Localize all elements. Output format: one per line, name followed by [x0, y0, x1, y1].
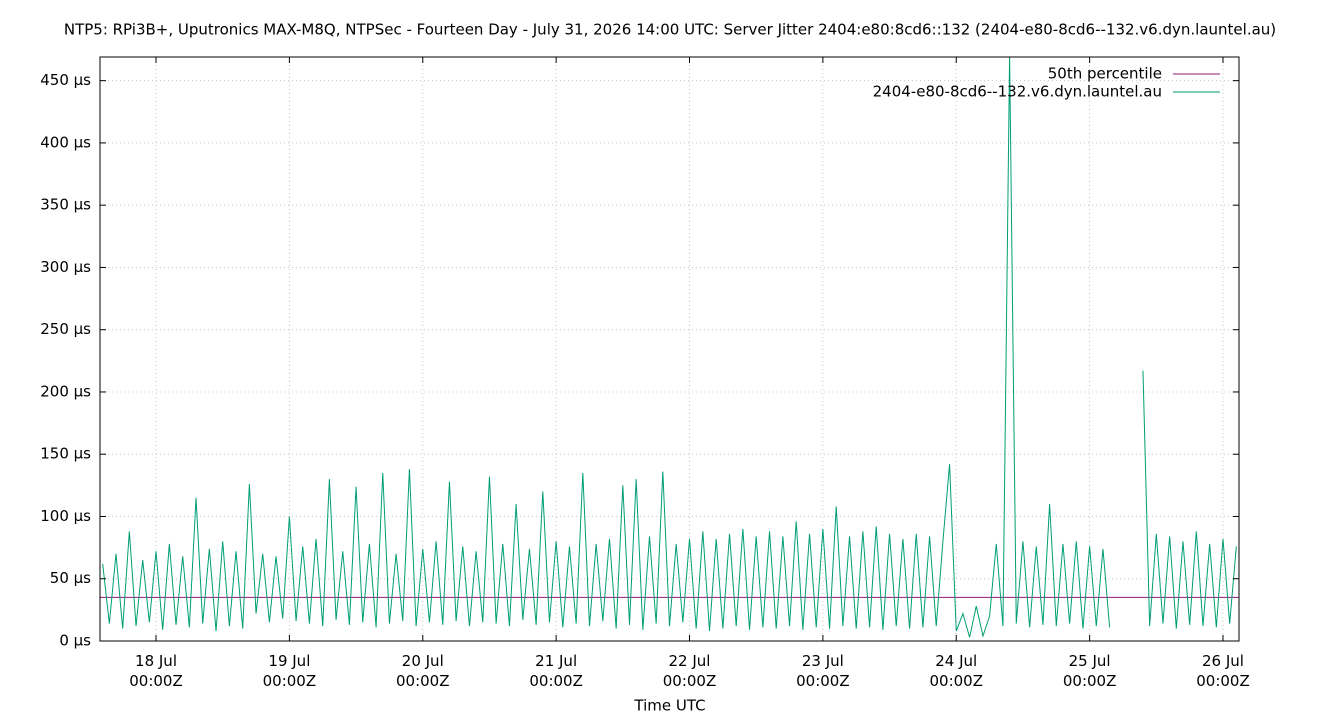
y-tick-label: 100 µs: [40, 507, 91, 525]
plot-area: [100, 57, 1239, 638]
legend-label: 2404-e80-8cd6--132.v6.dyn.launtel.au: [873, 83, 1162, 101]
chart-title: NTP5: RPi3B+, Uputronics MAX-M8Q, NTPSec…: [64, 21, 1276, 39]
y-tick-label: 450 µs: [40, 71, 91, 89]
y-tick-label: 250 µs: [40, 320, 91, 338]
y-tick-label: 50 µs: [50, 569, 91, 587]
ticks: 0 µs 50 µs 100 µs 150 µs 200 µs 250 µs 300 µs 3…: [40, 57, 1250, 690]
x-tick-label: 18 Jul 00:00Z: [129, 652, 183, 690]
legend-label: 50th percentile: [1048, 65, 1162, 83]
x-axis-label: Time UTC: [633, 697, 705, 715]
plot-border: [99, 56, 1240, 642]
x-tick-label: 19 Jul 00:00Z: [263, 652, 317, 690]
y-tick-label: 200 µs: [40, 382, 91, 400]
y-tick-label: 350 µs: [40, 196, 91, 214]
x-tick-label: 24 Jul 00:00Z: [929, 652, 983, 690]
y-tick-label: 300 µs: [40, 258, 91, 276]
x-tick-label: 26 Jul 00:00Z: [1196, 652, 1250, 690]
x-tick-label: 23 Jul 00:00Z: [796, 652, 850, 690]
series-line: [102, 57, 1237, 638]
y-tick-label: 400 µs: [40, 133, 91, 151]
x-tick-label: 20 Jul 00:00Z: [396, 652, 450, 690]
x-tick-label: 25 Jul 00:00Z: [1063, 652, 1117, 690]
y-tick-label: 150 µs: [40, 445, 91, 463]
legend: 50th percentile2404-e80-8cd6--132.v6.dyn…: [873, 65, 1220, 101]
x-tick-label: 22 Jul 00:00Z: [663, 652, 717, 690]
x-tick-label: 21 Jul 00:00Z: [529, 652, 583, 690]
grid: [100, 57, 1239, 641]
y-tick-label: 0 µs: [59, 632, 91, 650]
